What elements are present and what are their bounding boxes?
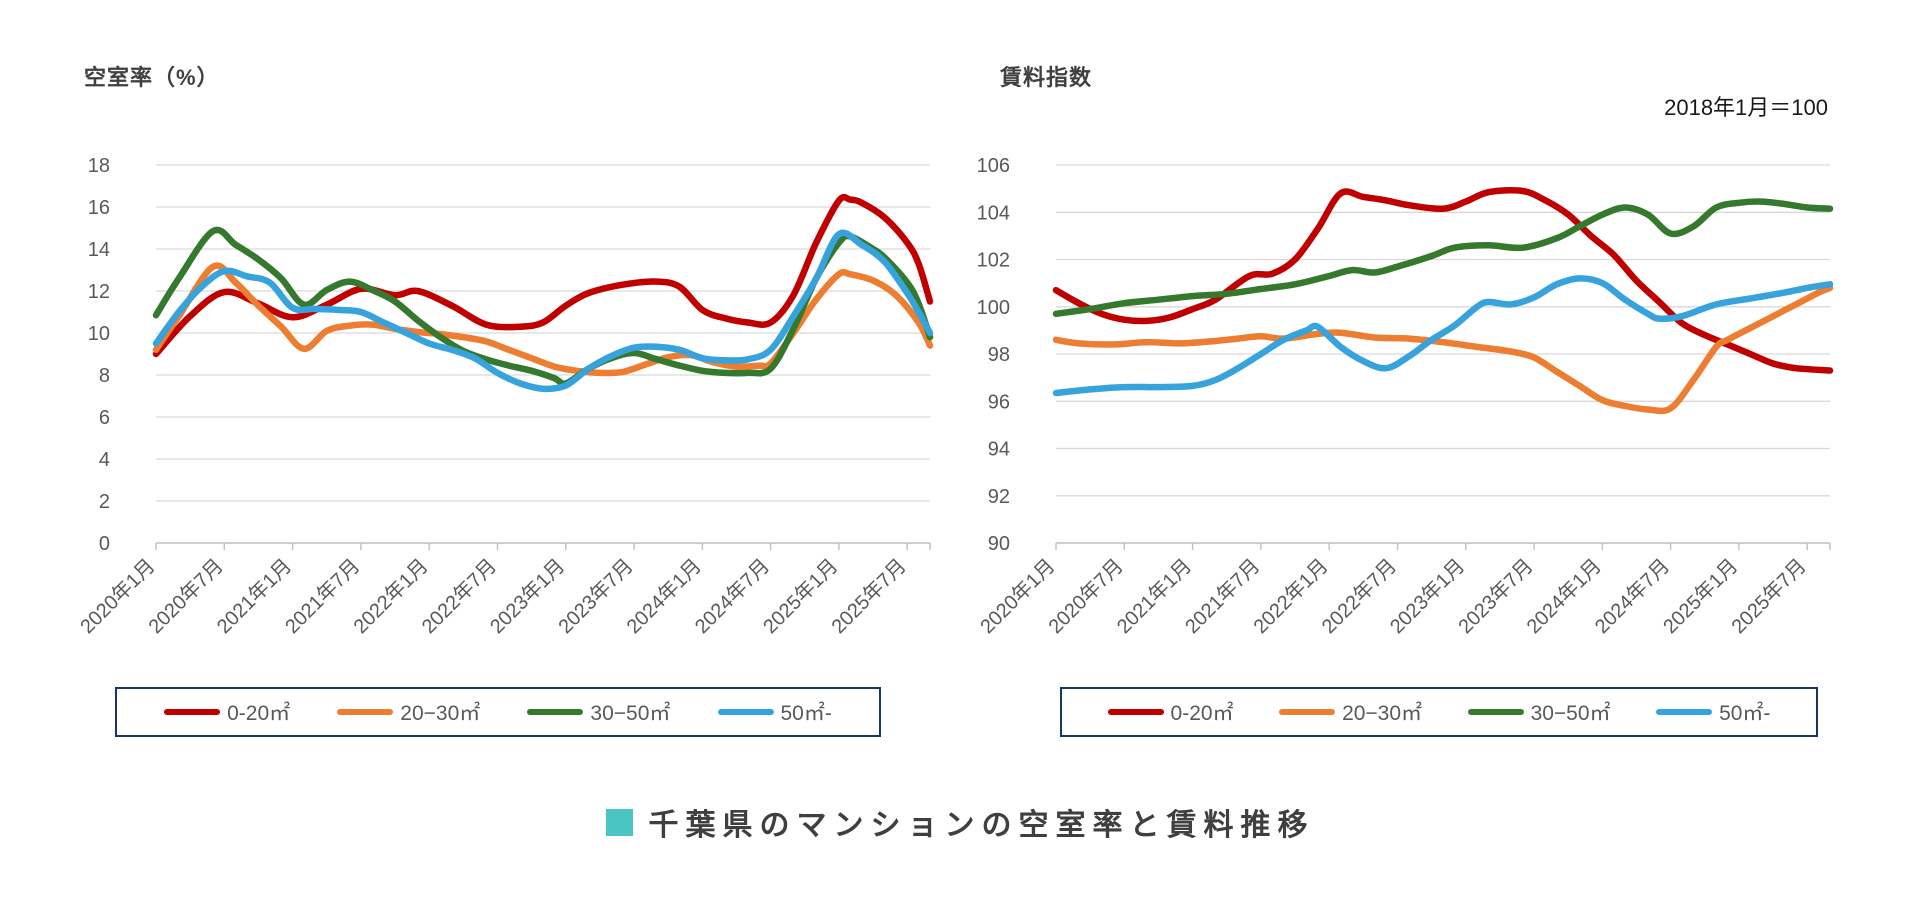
legend-label: 30−50㎡ xyxy=(1530,702,1611,725)
legend-item-50-: 50㎡- xyxy=(717,697,832,727)
legend-label: 0-20㎡ xyxy=(1170,702,1234,725)
vacancy-rate-chart: 1816141210864202020年1月2020年7月2021年1月2021… xyxy=(76,155,934,638)
legend-label: 50㎡- xyxy=(780,702,832,725)
legend-swatch-icon xyxy=(527,709,584,715)
footer-title-block: 千葉県のマンションの空室率と賃料推移 xyxy=(0,800,1920,844)
legend-swatch-icon xyxy=(164,709,221,715)
series-line-0-20 xyxy=(1052,187,1834,374)
right-chart-legend: 0-20㎡ 20−30㎡ 30−50㎡ 50㎡- xyxy=(1060,687,1818,737)
legend-item-3050: 30−50㎡ xyxy=(527,697,670,727)
y-tick-label: 104 xyxy=(977,202,1010,224)
y-tick-label: 18 xyxy=(88,155,110,177)
series-line-50- xyxy=(1052,275,1834,397)
legend-label: 50㎡- xyxy=(1719,702,1771,725)
legend-swatch-icon xyxy=(1467,709,1524,715)
rent-index-chart: 10610410210098969492902020年1月2020年7月2021… xyxy=(976,155,1834,638)
y-tick-label: 10 xyxy=(88,323,110,345)
y-tick-label: 100 xyxy=(977,297,1010,319)
legend-label: 20−30㎡ xyxy=(400,702,481,725)
series-line-2030 xyxy=(1052,284,1834,415)
legend-item-50-: 50㎡- xyxy=(1656,697,1770,727)
series-line-0-20 xyxy=(152,193,934,358)
legend-label: 20−30㎡ xyxy=(1342,702,1423,725)
series-line-2030 xyxy=(152,262,934,377)
index-base-annotation: 2018年1月＝100 xyxy=(1664,95,1828,120)
series-line-50- xyxy=(152,229,934,393)
legend-item-2030: 20−30㎡ xyxy=(1279,697,1422,727)
right-chart-title: 賃料指数 xyxy=(1000,65,1093,90)
left-chart-legend: 0-20㎡ 20−30㎡ 30−50㎡ 50㎡- xyxy=(115,687,881,737)
legend-swatch-icon xyxy=(1656,709,1713,715)
x-tick-label: 2025年7月 xyxy=(827,554,911,638)
y-tick-label: 2 xyxy=(99,491,110,513)
legend-label: 0-20㎡ xyxy=(227,702,291,725)
x-tick-label: 2025年7月 xyxy=(1727,554,1811,638)
y-tick-label: 102 xyxy=(977,250,1010,272)
y-tick-label: 94 xyxy=(988,439,1010,461)
legend-swatch-icon xyxy=(717,709,774,715)
y-tick-label: 92 xyxy=(988,486,1010,508)
y-tick-label: 12 xyxy=(88,281,110,303)
series-line-3050 xyxy=(1052,198,1834,318)
y-tick-label: 0 xyxy=(99,533,110,555)
y-tick-label: 16 xyxy=(88,197,110,219)
legend-item-0-20: 0-20㎡ xyxy=(164,697,290,727)
legend-item-0-20: 0-20㎡ xyxy=(1107,697,1234,727)
legend-item-2030: 20−30㎡ xyxy=(337,697,480,727)
legend-swatch-icon xyxy=(337,709,394,715)
y-tick-label: 6 xyxy=(99,407,110,429)
y-tick-label: 106 xyxy=(977,155,1010,177)
left-chart-title: 空室率（%） xyxy=(84,65,220,90)
legend-swatch-icon xyxy=(1107,709,1164,715)
legend-label: 30−50㎡ xyxy=(590,702,671,725)
legend-swatch-icon xyxy=(1279,709,1336,715)
y-tick-label: 4 xyxy=(99,449,110,471)
y-tick-label: 14 xyxy=(88,239,110,261)
footer-title: 千葉県のマンションの空室率と賃料推移 xyxy=(648,809,1315,842)
y-tick-label: 8 xyxy=(99,365,110,387)
legend-item-3050: 30−50㎡ xyxy=(1467,697,1611,727)
y-tick-label: 90 xyxy=(988,533,1010,555)
y-tick-label: 98 xyxy=(988,344,1010,366)
footer-teal-square-icon xyxy=(605,808,633,836)
y-tick-label: 96 xyxy=(988,391,1010,413)
